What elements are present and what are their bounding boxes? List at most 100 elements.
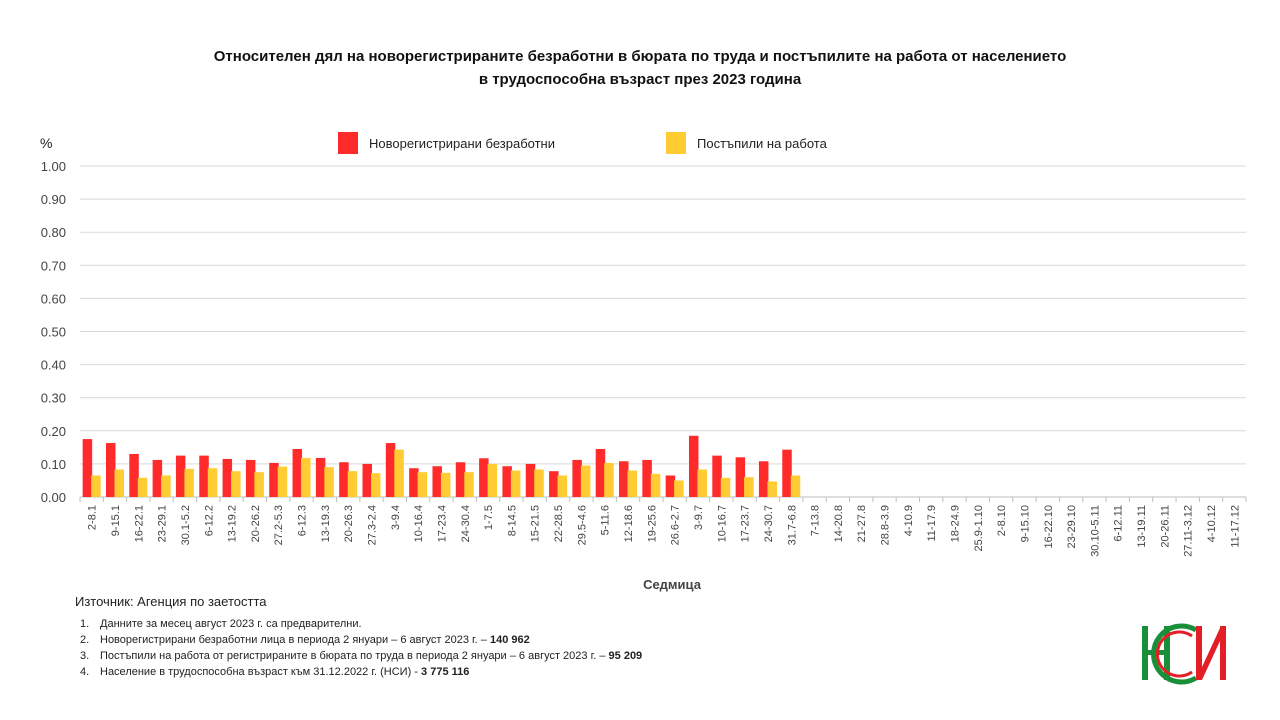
footnote-3: 3. Постъпили на работа от регистрираните … (80, 650, 643, 662)
bar-employed (767, 481, 777, 497)
x-tick-label: 13-19.11 (1136, 505, 1148, 548)
bar-new-unemployed (362, 463, 372, 497)
bar-employed (440, 472, 451, 497)
x-tick-label: 20-26.2 (250, 505, 262, 542)
x-tick-label: 20-26.11 (1159, 505, 1171, 548)
x-tick-label: 30.1-5.2 (180, 505, 192, 545)
bar-new-unemployed (129, 453, 139, 497)
bar-employed (254, 472, 264, 497)
x-tick-label: 17-23.4 (436, 505, 448, 542)
legend: Новорегистрирани безработни Постъпили на… (338, 132, 828, 154)
bar-employed (580, 465, 591, 497)
y-tick-label: 0.10 (41, 457, 66, 472)
x-tick-label: 3-9.7 (693, 505, 705, 530)
bar-new-unemployed (409, 468, 419, 497)
bar-new-unemployed (152, 459, 163, 497)
bar-employed (674, 480, 684, 497)
bar-employed (650, 473, 661, 497)
bar-new-unemployed (619, 461, 629, 497)
y-tick-label: 0.50 (41, 325, 66, 340)
x-tick-label: 2-8.1 (87, 505, 99, 530)
y-tick-label: 0.40 (41, 358, 66, 373)
bar-employed (184, 468, 194, 497)
bar-employed (324, 467, 334, 497)
bar-new-unemployed (292, 449, 303, 497)
bar-employed (137, 477, 148, 497)
x-tick-label: 13-19.2 (227, 505, 239, 542)
x-tick-label: 20-26.3 (343, 505, 355, 542)
y-tick-label: 0.00 (41, 490, 66, 505)
bar-new-unemployed (245, 459, 256, 497)
x-tick-label: 11-17.9 (926, 505, 938, 542)
x-tick-label: 31.7-6.8 (786, 505, 798, 545)
bar-employed (487, 463, 498, 497)
bar-new-unemployed (432, 466, 442, 497)
bar-employed (417, 472, 428, 497)
x-tick-label: 27.3-2.4 (367, 505, 379, 545)
x-tick-label: 6-12.2 (203, 505, 215, 536)
x-tick-label: 18-24.9 (950, 505, 962, 542)
bar-new-unemployed (385, 443, 396, 497)
bar-new-unemployed (595, 449, 606, 497)
y-tick-label: 1.00 (41, 159, 66, 174)
bar-new-unemployed (269, 462, 279, 497)
bar-employed (697, 469, 707, 497)
y-tick-label: 0.70 (41, 258, 66, 273)
bar-employed (534, 469, 544, 497)
x-tick-label: 19-25.6 (646, 505, 658, 542)
x-tick-label: 10-16.4 (413, 505, 425, 542)
legend-label-new-unemployed: Новорегистрирани безработни (369, 136, 555, 151)
x-axis-label: Седмица (643, 577, 702, 592)
x-tick-label: 16-22.10 (1043, 505, 1055, 548)
bar-employed (510, 470, 521, 497)
x-tick-label: 23-29.10 (1066, 505, 1078, 548)
legend-label-employed: Постъпили на работа (697, 136, 828, 151)
bar-new-unemployed (665, 475, 676, 497)
x-tick-label: 25.9-1.10 (973, 505, 985, 551)
x-tick-label: 28.8-3.9 (880, 505, 892, 545)
footnote-2: 2. Новорегистрирани безработни лица в пер… (80, 634, 530, 646)
x-tick-label: 24-30.4 (460, 505, 472, 542)
x-tick-label: 23-29.1 (157, 505, 169, 542)
bar-employed (464, 472, 474, 497)
bar-new-unemployed (688, 435, 699, 497)
x-tick-label: 26.6-2.7 (670, 505, 682, 545)
footnote-1: 1. Данните за месец август 2023 г. са пре… (80, 618, 362, 630)
x-tick-label: 21-27.8 (856, 505, 868, 542)
bar-new-unemployed (479, 458, 489, 497)
x-tick-label: 7-13.8 (810, 505, 822, 536)
x-tick-label: 12-18.6 (623, 505, 635, 542)
x-tick-label: 6-12.11 (1113, 505, 1125, 542)
y-tick-label: 0.20 (41, 424, 66, 439)
bar-new-unemployed (782, 449, 792, 497)
bar-employed (347, 471, 358, 497)
x-tick-label: 24-30.7 (763, 505, 775, 542)
legend-swatch-employed (666, 132, 686, 154)
x-tick-label: 17-23.7 (740, 505, 752, 542)
x-tick-label: 30.10-5.11 (1089, 505, 1101, 557)
x-tick-label: 14-20.8 (833, 505, 845, 542)
bar-employed (744, 477, 754, 497)
x-tick-label: 4-10.12 (1206, 505, 1218, 542)
grid-lines (80, 165, 1246, 498)
footnote-4: 4. Население в трудоспособна възраст към … (80, 666, 470, 678)
bar-new-unemployed (758, 461, 769, 497)
bar-new-unemployed (315, 457, 326, 497)
chart-title-line-1: Относителен дял на новорегистрираните бе… (213, 48, 1067, 65)
x-tick-label: 27.2-5.3 (273, 505, 285, 545)
x-tick-label: 27.11-3.12 (1183, 505, 1195, 557)
source-note: Източник: Агенция по заетостта (75, 594, 267, 609)
bar-employed (301, 457, 311, 497)
bar-employed (91, 475, 101, 497)
x-tick-label: 1-7.5 (483, 505, 495, 530)
y-tick-label: 0.80 (41, 225, 66, 240)
x-tick-label: 11-17.12 (1229, 505, 1241, 548)
bar-new-unemployed (455, 462, 466, 497)
x-tick-label: 29.5-4.6 (576, 505, 588, 545)
bar-employed (394, 449, 404, 497)
bar-new-unemployed (572, 459, 582, 497)
x-tick-label: 8-14.5 (506, 505, 518, 536)
bar-employed (720, 477, 731, 497)
bar-new-unemployed (105, 443, 116, 497)
